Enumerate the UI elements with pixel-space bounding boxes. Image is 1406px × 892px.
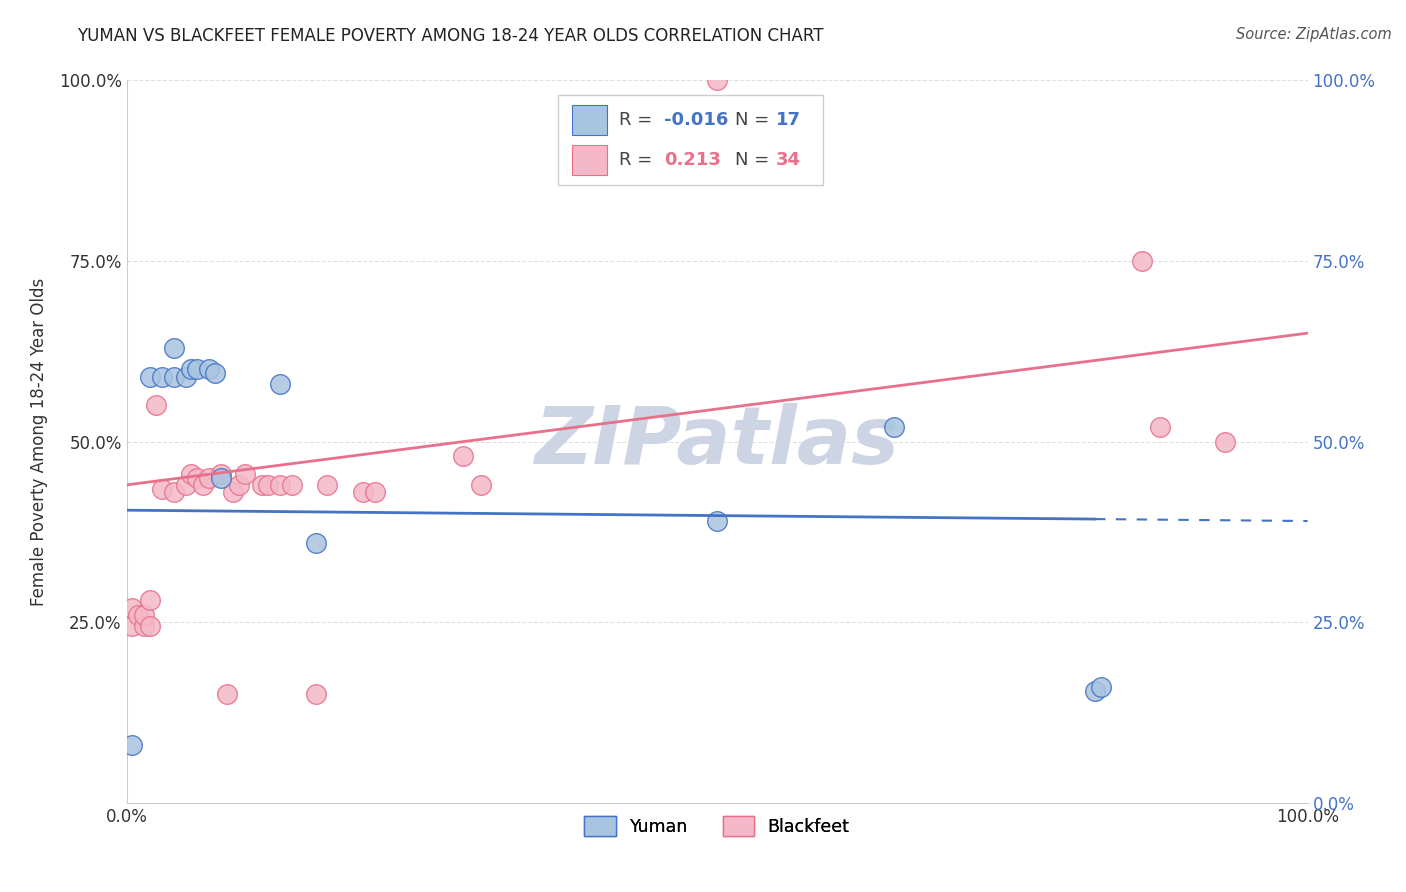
Point <box>304 687 326 701</box>
Point <box>150 369 173 384</box>
Point <box>363 485 385 500</box>
Point <box>1149 420 1171 434</box>
Point <box>186 470 208 484</box>
FancyBboxPatch shape <box>558 95 824 185</box>
Point <box>215 687 238 701</box>
Point <box>269 478 291 492</box>
Point <box>139 619 162 633</box>
Point <box>150 482 173 496</box>
Point <box>121 619 143 633</box>
Point <box>209 467 232 481</box>
Text: Source: ZipAtlas.com: Source: ZipAtlas.com <box>1236 27 1392 42</box>
Point <box>706 514 728 528</box>
Point <box>470 478 492 492</box>
Point <box>228 478 250 492</box>
Point <box>1213 434 1236 449</box>
Point <box>121 600 143 615</box>
Point <box>706 73 728 87</box>
Text: R =: R = <box>619 151 658 169</box>
FancyBboxPatch shape <box>572 145 607 175</box>
Point <box>180 467 202 481</box>
Point <box>281 478 304 492</box>
Text: R =: R = <box>619 111 658 129</box>
Point <box>198 362 221 376</box>
Point <box>193 478 215 492</box>
Point <box>134 619 156 633</box>
Point <box>204 366 226 380</box>
Point <box>121 738 143 752</box>
Point <box>163 369 186 384</box>
Point <box>1130 253 1153 268</box>
Point <box>163 341 186 355</box>
Text: 17: 17 <box>776 111 801 129</box>
FancyBboxPatch shape <box>572 105 607 136</box>
Point <box>1084 683 1107 698</box>
Text: N =: N = <box>735 151 775 169</box>
Point <box>257 478 280 492</box>
Point <box>134 607 156 622</box>
Point <box>186 362 208 376</box>
Point <box>252 478 274 492</box>
Point <box>352 485 374 500</box>
Point <box>269 376 291 391</box>
Point <box>198 470 221 484</box>
Point <box>1090 680 1112 694</box>
Point <box>139 369 162 384</box>
Point <box>316 478 339 492</box>
Text: -0.016: -0.016 <box>664 111 728 129</box>
Y-axis label: Female Poverty Among 18-24 Year Olds: Female Poverty Among 18-24 Year Olds <box>30 277 48 606</box>
Point <box>883 420 905 434</box>
Point <box>209 470 232 484</box>
Text: N =: N = <box>735 111 775 129</box>
Point <box>233 467 256 481</box>
Point <box>451 449 474 463</box>
Legend: Yuman, Blackfeet: Yuman, Blackfeet <box>576 807 858 845</box>
Point <box>180 362 202 376</box>
Text: YUMAN VS BLACKFEET FEMALE POVERTY AMONG 18-24 YEAR OLDS CORRELATION CHART: YUMAN VS BLACKFEET FEMALE POVERTY AMONG … <box>77 27 824 45</box>
Point <box>222 485 245 500</box>
Text: ZIPatlas: ZIPatlas <box>534 402 900 481</box>
Point <box>127 607 149 622</box>
Point <box>163 485 186 500</box>
Point <box>139 593 162 607</box>
Point <box>174 369 197 384</box>
Point <box>145 398 167 412</box>
Text: 34: 34 <box>776 151 801 169</box>
Point <box>304 535 326 549</box>
Point <box>174 478 197 492</box>
Text: 0.213: 0.213 <box>664 151 721 169</box>
